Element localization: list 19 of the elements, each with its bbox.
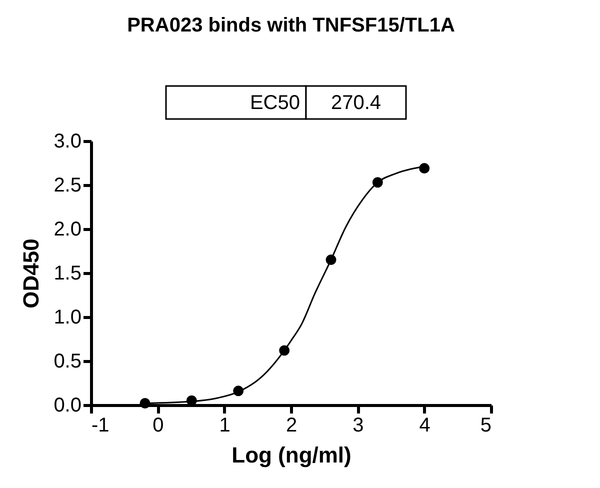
y-tick-label: 1.0 bbox=[54, 306, 82, 328]
y-tick-label: 2.5 bbox=[54, 174, 82, 196]
y-tick-label: 0.5 bbox=[54, 350, 82, 372]
x-tick-label: 0 bbox=[152, 414, 164, 436]
x-tick-label: 4 bbox=[419, 414, 430, 436]
x-tick-label: 2 bbox=[286, 414, 298, 436]
text: 270.4 bbox=[330, 92, 382, 114]
text: EC50 bbox=[250, 92, 300, 114]
chart-title: PRA023 binds with TNFSF15/TL1A bbox=[127, 14, 455, 36]
y-tick-label: 3.0 bbox=[54, 130, 82, 152]
y-axis-title: OD450 bbox=[18, 238, 44, 308]
x-tick-label: 1 bbox=[219, 414, 230, 436]
y-tick-label: 1.5 bbox=[54, 262, 82, 284]
x-tick-label: 5 bbox=[480, 414, 492, 436]
x-axis-title: Log (ng/ml) bbox=[232, 442, 352, 468]
x-tick-label: -1 bbox=[92, 414, 110, 436]
x-tick-label: 3 bbox=[352, 414, 364, 436]
y-tick-label: 0.0 bbox=[54, 394, 82, 416]
y-tick-label: 2.0 bbox=[54, 218, 82, 240]
